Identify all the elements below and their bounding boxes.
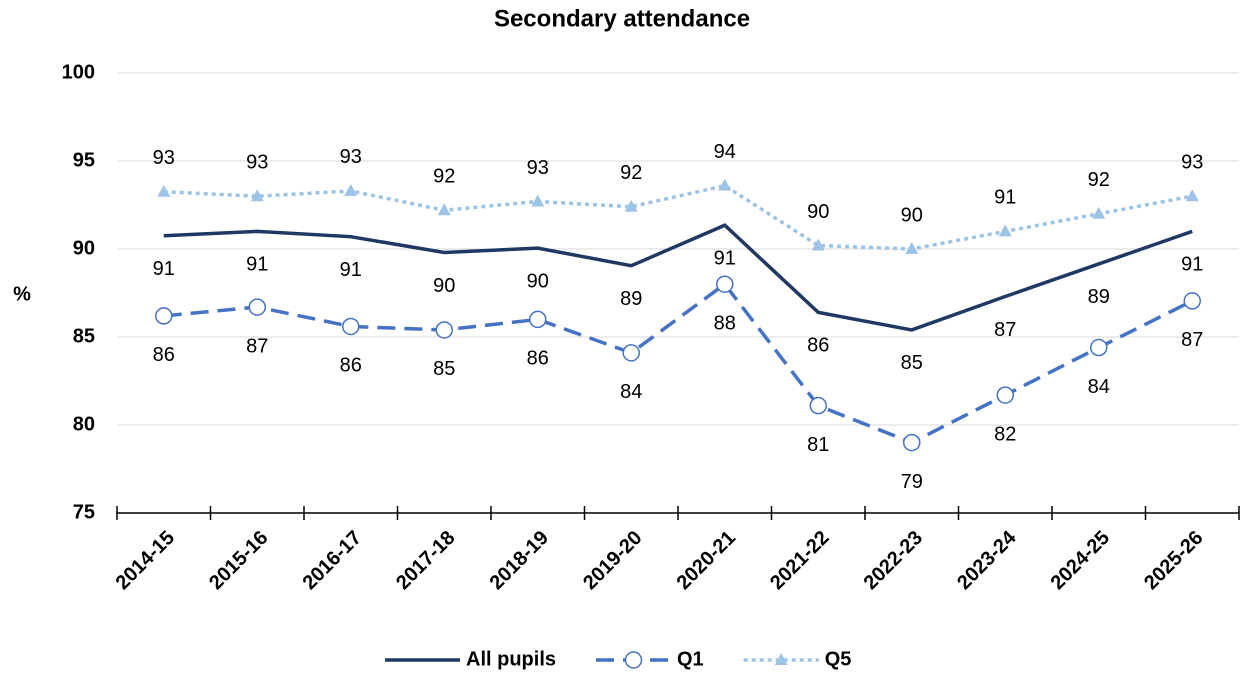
data-point xyxy=(1090,338,1108,357)
data-label: 79 xyxy=(901,471,923,493)
x-tick-label: 2023-24 xyxy=(953,526,1021,594)
x-tick-label: 2022-23 xyxy=(860,527,927,594)
data-label: 93 xyxy=(153,147,175,169)
x-tick-label: 2019-20 xyxy=(579,527,646,594)
y-axis-label: % xyxy=(13,283,31,305)
x-tick-label: 2018-19 xyxy=(486,527,553,594)
x-tick-label: 2024-25 xyxy=(1047,527,1114,594)
data-label: 89 xyxy=(1088,286,1110,308)
data-label: 87 xyxy=(994,319,1016,341)
data-label: 90 xyxy=(527,270,549,292)
data-point xyxy=(809,396,827,415)
data-point xyxy=(250,189,264,202)
y-tick-label: 90 xyxy=(73,237,95,259)
data-point xyxy=(1092,206,1106,219)
legend-label: Q1 xyxy=(677,648,704,670)
y-tick-label: 100 xyxy=(62,61,95,83)
series-line xyxy=(163,183,1193,251)
data-point xyxy=(437,203,451,216)
data-label: 94 xyxy=(714,141,736,163)
y-tick-label: 95 xyxy=(73,149,95,171)
x-tick-label: 2021-22 xyxy=(766,527,833,594)
data-label: 86 xyxy=(527,348,549,370)
data-point xyxy=(903,433,921,452)
data-label: 91 xyxy=(994,187,1016,209)
data-label: 84 xyxy=(1088,376,1110,398)
legend-label: Q5 xyxy=(825,648,852,670)
data-point xyxy=(998,224,1012,237)
data-label: 90 xyxy=(807,201,829,223)
data-label: 89 xyxy=(620,288,642,310)
data-label: 91 xyxy=(340,259,362,281)
data-label: 93 xyxy=(1181,151,1203,173)
series-line xyxy=(163,281,1194,445)
data-point xyxy=(248,298,266,316)
data-label: 86 xyxy=(153,344,175,366)
legend-marker xyxy=(624,651,643,669)
data-label: 91 xyxy=(1181,254,1203,276)
data-point xyxy=(811,238,825,251)
data-label: 84 xyxy=(620,381,642,403)
data-point xyxy=(622,344,640,362)
data-label: 85 xyxy=(433,358,455,380)
data-point xyxy=(435,321,453,339)
legend-label: All pupils xyxy=(466,648,556,670)
data-point xyxy=(531,194,545,207)
x-tick-label: 2020-21 xyxy=(673,527,740,594)
x-tick-label: 2017-18 xyxy=(392,527,459,594)
data-label: 91 xyxy=(246,254,268,276)
data-label: 93 xyxy=(246,151,268,173)
data-label: 92 xyxy=(1088,169,1110,191)
data-point xyxy=(905,242,919,254)
x-tick-label: 2015-16 xyxy=(205,527,272,594)
data-point xyxy=(157,184,171,197)
data-point xyxy=(529,310,547,329)
y-tick-label: 85 xyxy=(73,325,95,347)
chart-title: Secondary attendance xyxy=(494,5,750,32)
data-label: 85 xyxy=(901,352,923,374)
data-label: 90 xyxy=(901,204,923,226)
data-point xyxy=(716,275,734,293)
data-label: 91 xyxy=(714,248,736,270)
data-label: 91 xyxy=(153,258,175,280)
data-label: 87 xyxy=(1181,329,1203,351)
data-point xyxy=(1183,292,1201,310)
data-point xyxy=(718,178,732,191)
x-tick-label: 2014-15 xyxy=(112,527,179,594)
data-label: 93 xyxy=(527,157,549,179)
data-label: 87 xyxy=(246,335,268,357)
data-label: 93 xyxy=(340,146,362,168)
data-label: 86 xyxy=(340,355,362,377)
y-tick-label: 80 xyxy=(73,413,95,435)
data-label: 88 xyxy=(714,312,736,334)
data-point xyxy=(344,183,358,196)
y-tick-label: 75 xyxy=(73,501,95,523)
data-point xyxy=(624,199,638,212)
x-tick-label: 2016-17 xyxy=(299,527,366,594)
data-point xyxy=(996,386,1014,404)
series-line xyxy=(163,223,1193,332)
data-label: 82 xyxy=(994,423,1016,445)
data-label: 81 xyxy=(807,434,829,456)
legend-marker xyxy=(774,653,788,665)
x-tick-label: 2025-26 xyxy=(1140,527,1207,594)
data-point xyxy=(342,317,360,336)
data-point xyxy=(1185,189,1199,202)
data-point xyxy=(155,307,173,325)
data-label: 92 xyxy=(620,162,642,184)
data-label: 90 xyxy=(433,275,455,297)
data-label: 86 xyxy=(807,335,829,357)
data-label: 92 xyxy=(433,166,455,188)
